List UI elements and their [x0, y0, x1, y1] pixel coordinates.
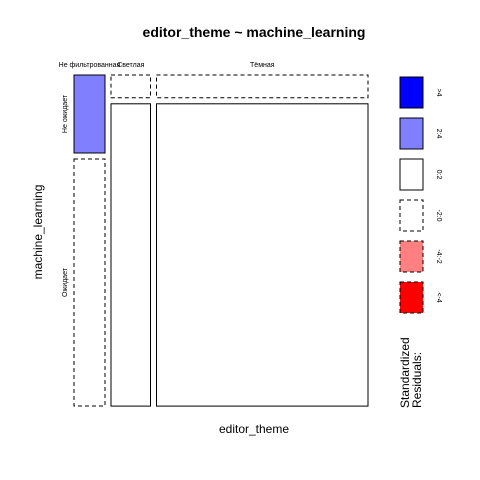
legend-label: >4: [435, 89, 442, 97]
x-category-label: Тёмная: [250, 62, 275, 69]
legend-title: Standardized Residuals:: [398, 334, 424, 408]
mosaic-tile: [73, 158, 106, 407]
legend-label: 0:2: [435, 170, 442, 180]
legend-label: -4:-2: [435, 249, 442, 264]
mosaic-tile: [110, 74, 151, 99]
y-category-label: Ожидает: [62, 267, 69, 297]
mosaic-tile: [156, 103, 369, 407]
legend-key: [399, 76, 424, 109]
mosaic-tile: [110, 103, 151, 407]
legend-key: [399, 240, 424, 273]
y-category-label: Не ожидает: [62, 94, 69, 133]
residuals-legend: >4 2:4 0:2 -2:0 -4:-2 <-4: [399, 76, 442, 314]
mosaic-tile: [156, 74, 369, 99]
mosaic-tile: [73, 74, 106, 154]
legend-label: 2:4: [435, 129, 442, 139]
x-axis-label: editor_theme: [219, 422, 289, 436]
legend-key: [399, 199, 424, 232]
y-axis-label: machine_learning: [31, 185, 45, 280]
legend-key: [399, 158, 424, 191]
legend-label: <-4: [435, 292, 442, 302]
legend-key: [399, 281, 424, 314]
x-category-label: Светлая: [117, 62, 144, 69]
legend-label: -2:0: [435, 209, 442, 221]
x-category-label: Не фильтрованная: [59, 62, 121, 69]
legend-key: [399, 117, 424, 150]
chart-title: editor_theme ~ machine_learning: [143, 24, 366, 40]
legend-title-line-2: Residuals:: [410, 352, 424, 408]
legend-title-line-1: Standardized: [398, 337, 412, 408]
